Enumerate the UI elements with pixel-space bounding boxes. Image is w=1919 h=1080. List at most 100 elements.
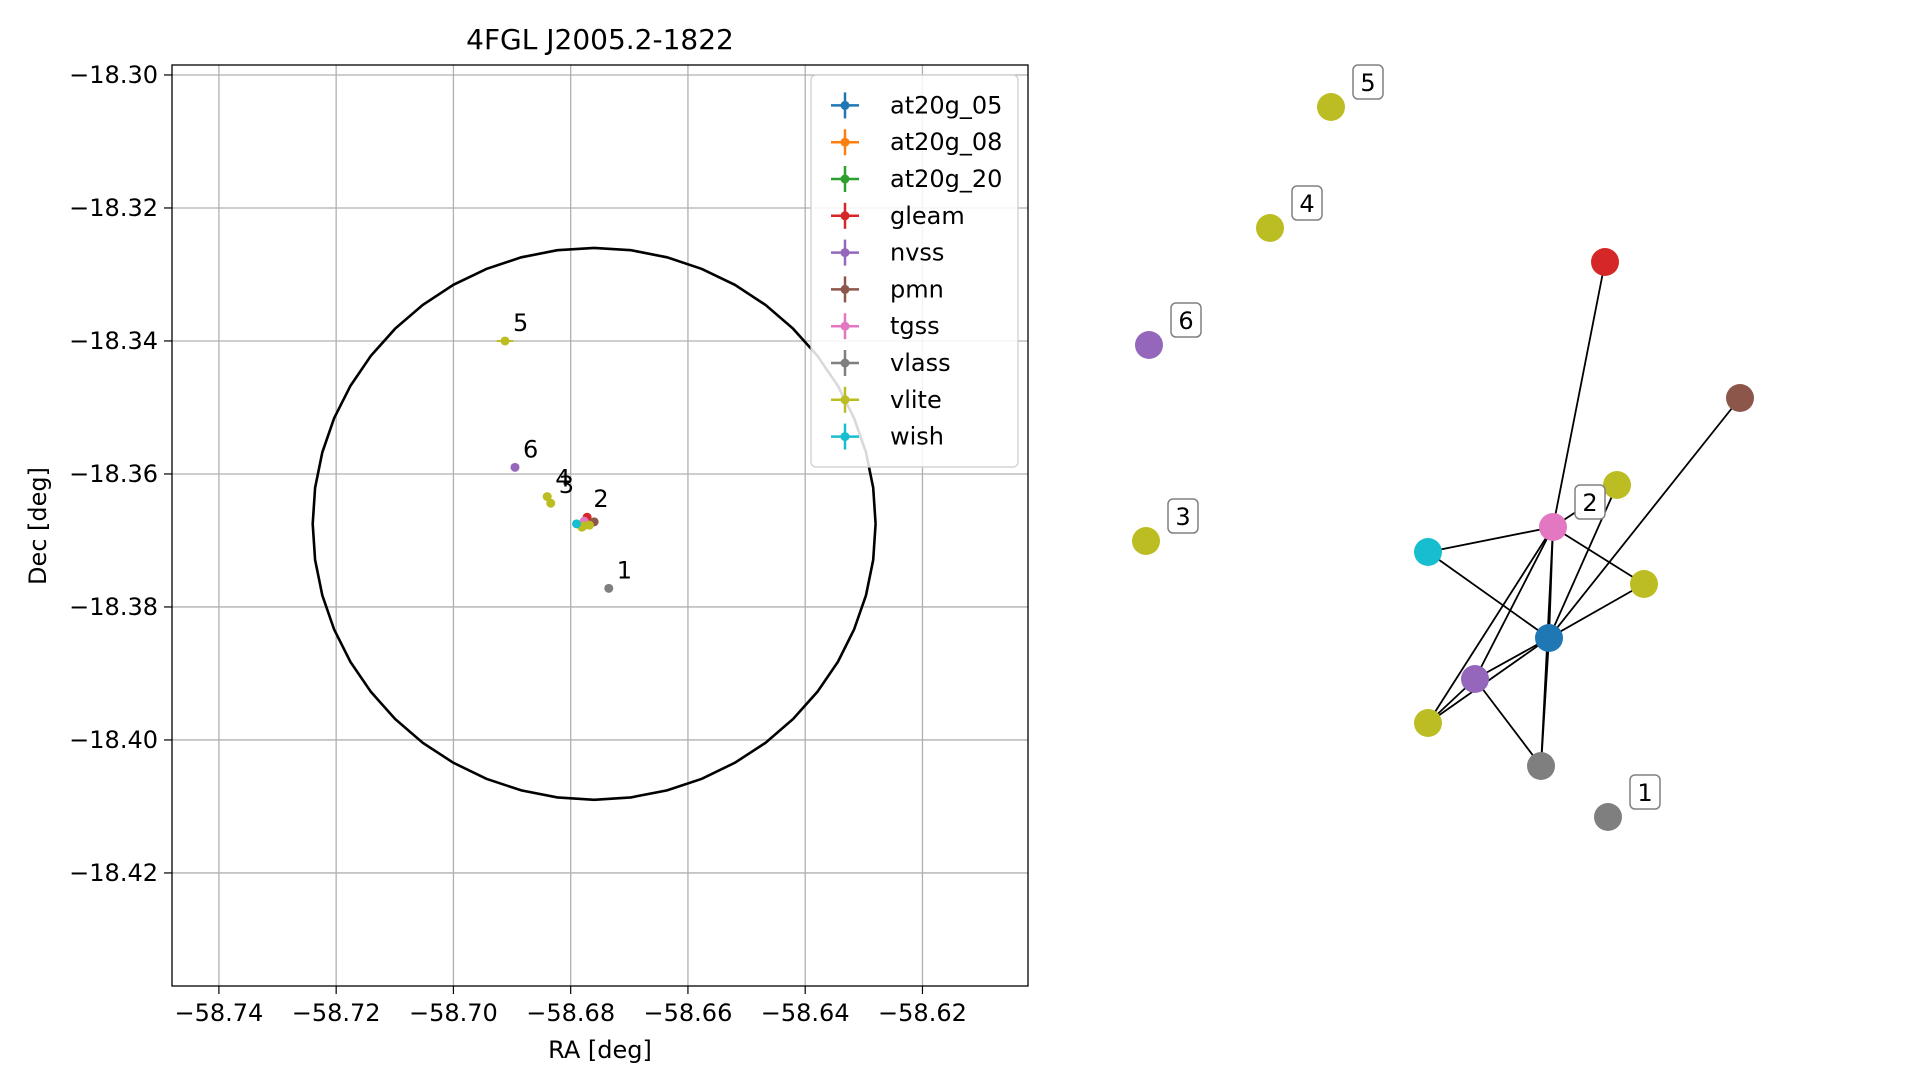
node-label: 3	[1167, 498, 1199, 534]
graph-edge	[1552, 526, 1645, 585]
node-label-box	[1574, 484, 1606, 520]
graph-edge	[1474, 637, 1550, 680]
point-vlite	[496, 336, 514, 346]
y-axis-label: Dec [deg]	[24, 467, 52, 585]
graph-edge	[1540, 637, 1550, 767]
point-vlite	[542, 492, 552, 502]
graph-node	[1414, 709, 1442, 737]
legend-marker	[840, 432, 850, 442]
localization-ellipse	[311, 246, 877, 802]
graph-edge	[1474, 678, 1542, 767]
node-label-text: 6	[1178, 307, 1193, 335]
marker	[584, 520, 594, 530]
chart-title: 4FGL J2005.2-1822	[466, 23, 734, 56]
marker	[542, 492, 552, 502]
legend-marker	[840, 248, 850, 258]
x-tick-label: −58.68	[526, 999, 615, 1027]
node-label-text: 1	[1637, 779, 1652, 807]
legend-entry: pmn	[831, 275, 944, 303]
graph-node	[1256, 214, 1284, 242]
legend-entry: wish	[831, 423, 944, 451]
point-vlite	[584, 520, 594, 530]
legend-entry: vlite	[831, 386, 942, 414]
legend-label: at20g_20	[890, 165, 1002, 193]
point-wish	[572, 519, 582, 529]
legend-entry: at20g_20	[831, 165, 1002, 193]
node-label-box	[1629, 774, 1661, 810]
legend-marker	[840, 211, 850, 221]
association-graph: 5 4 6 3 1 2	[1132, 64, 1754, 831]
x-tick-label: −58.72	[292, 999, 381, 1027]
legend-marker	[840, 137, 850, 147]
graph-node	[1414, 538, 1442, 566]
legend-entry: nvss	[831, 239, 944, 267]
node-label-box	[1352, 64, 1384, 100]
legend-box	[810, 74, 1019, 468]
marker	[546, 498, 556, 508]
graph-node	[1603, 471, 1631, 499]
graph-edge	[1548, 583, 1645, 639]
node-labels-layer: 5 4 6 3 1 2	[1167, 64, 1661, 810]
node-label-text: 4	[1299, 190, 1314, 218]
x-tick-label: −58.74	[174, 999, 263, 1027]
x-tick-label: −58.66	[644, 999, 733, 1027]
x-tick-label: −58.62	[878, 999, 967, 1027]
nodes-layer	[1132, 93, 1754, 831]
legend-entry: at20g_05	[831, 91, 1002, 119]
node-label-box	[1291, 185, 1323, 221]
marker	[572, 519, 582, 529]
point-annotation: 5	[513, 309, 528, 337]
point-annotation: 1	[617, 556, 632, 584]
legend-marker	[840, 358, 850, 368]
graph-node	[1539, 513, 1567, 541]
point-vlite	[546, 498, 556, 508]
point-annotation: 3	[559, 471, 574, 499]
graph-node	[1132, 527, 1160, 555]
marker	[500, 336, 510, 346]
legend-marker	[840, 284, 850, 294]
legend-entry: vlass	[831, 349, 951, 377]
legend-entry: at20g_08	[831, 128, 1002, 156]
point-annotation: 6	[523, 435, 538, 463]
node-label-text: 2	[1582, 489, 1597, 517]
legend-label: at20g_05	[890, 91, 1002, 119]
legend-label: vlass	[890, 349, 951, 377]
node-label: 6	[1170, 302, 1202, 338]
node-label-text: 3	[1175, 503, 1190, 531]
points-layer	[496, 336, 614, 593]
point-vlass	[604, 583, 614, 593]
axes-frame	[171, 64, 1029, 987]
annotation-layer: 5 643 2 1	[513, 309, 632, 584]
y-tick-label: −18.30	[69, 61, 158, 89]
node-label-box	[1167, 498, 1199, 534]
legend-entry: gleam	[831, 202, 965, 230]
ticks-layer: −58.74 −58.72 −58.70 −58.68 −58.66 −58.64 −58.…	[69, 61, 967, 1027]
point-annotation: 4	[555, 465, 570, 493]
graph-edge	[1552, 261, 1606, 528]
y-tick-label: −18.32	[69, 194, 158, 222]
node-label: 1	[1629, 774, 1661, 810]
legend-label: gleam	[890, 202, 965, 230]
marker	[510, 462, 520, 472]
y-tick-label: −18.34	[69, 327, 158, 355]
x-tick-label: −58.64	[761, 999, 850, 1027]
node-label-box	[1170, 302, 1202, 338]
legend-marker	[840, 174, 850, 184]
graph-node	[1461, 665, 1489, 693]
y-tick-label: −18.38	[69, 593, 158, 621]
x-axis-label: RA [deg]	[548, 1036, 652, 1064]
graph-node	[1630, 570, 1658, 598]
y-tick-label: −18.36	[69, 460, 158, 488]
legend-label: at20g_08	[890, 128, 1002, 156]
ellipse-layer	[311, 246, 877, 802]
legend-marker	[840, 100, 850, 110]
legend-label: pmn	[890, 275, 944, 303]
marker	[604, 583, 614, 593]
graph-edge	[1427, 526, 1554, 724]
node-label-text: 5	[1360, 69, 1375, 97]
graph-node	[1527, 752, 1555, 780]
point-nvss	[510, 462, 520, 472]
